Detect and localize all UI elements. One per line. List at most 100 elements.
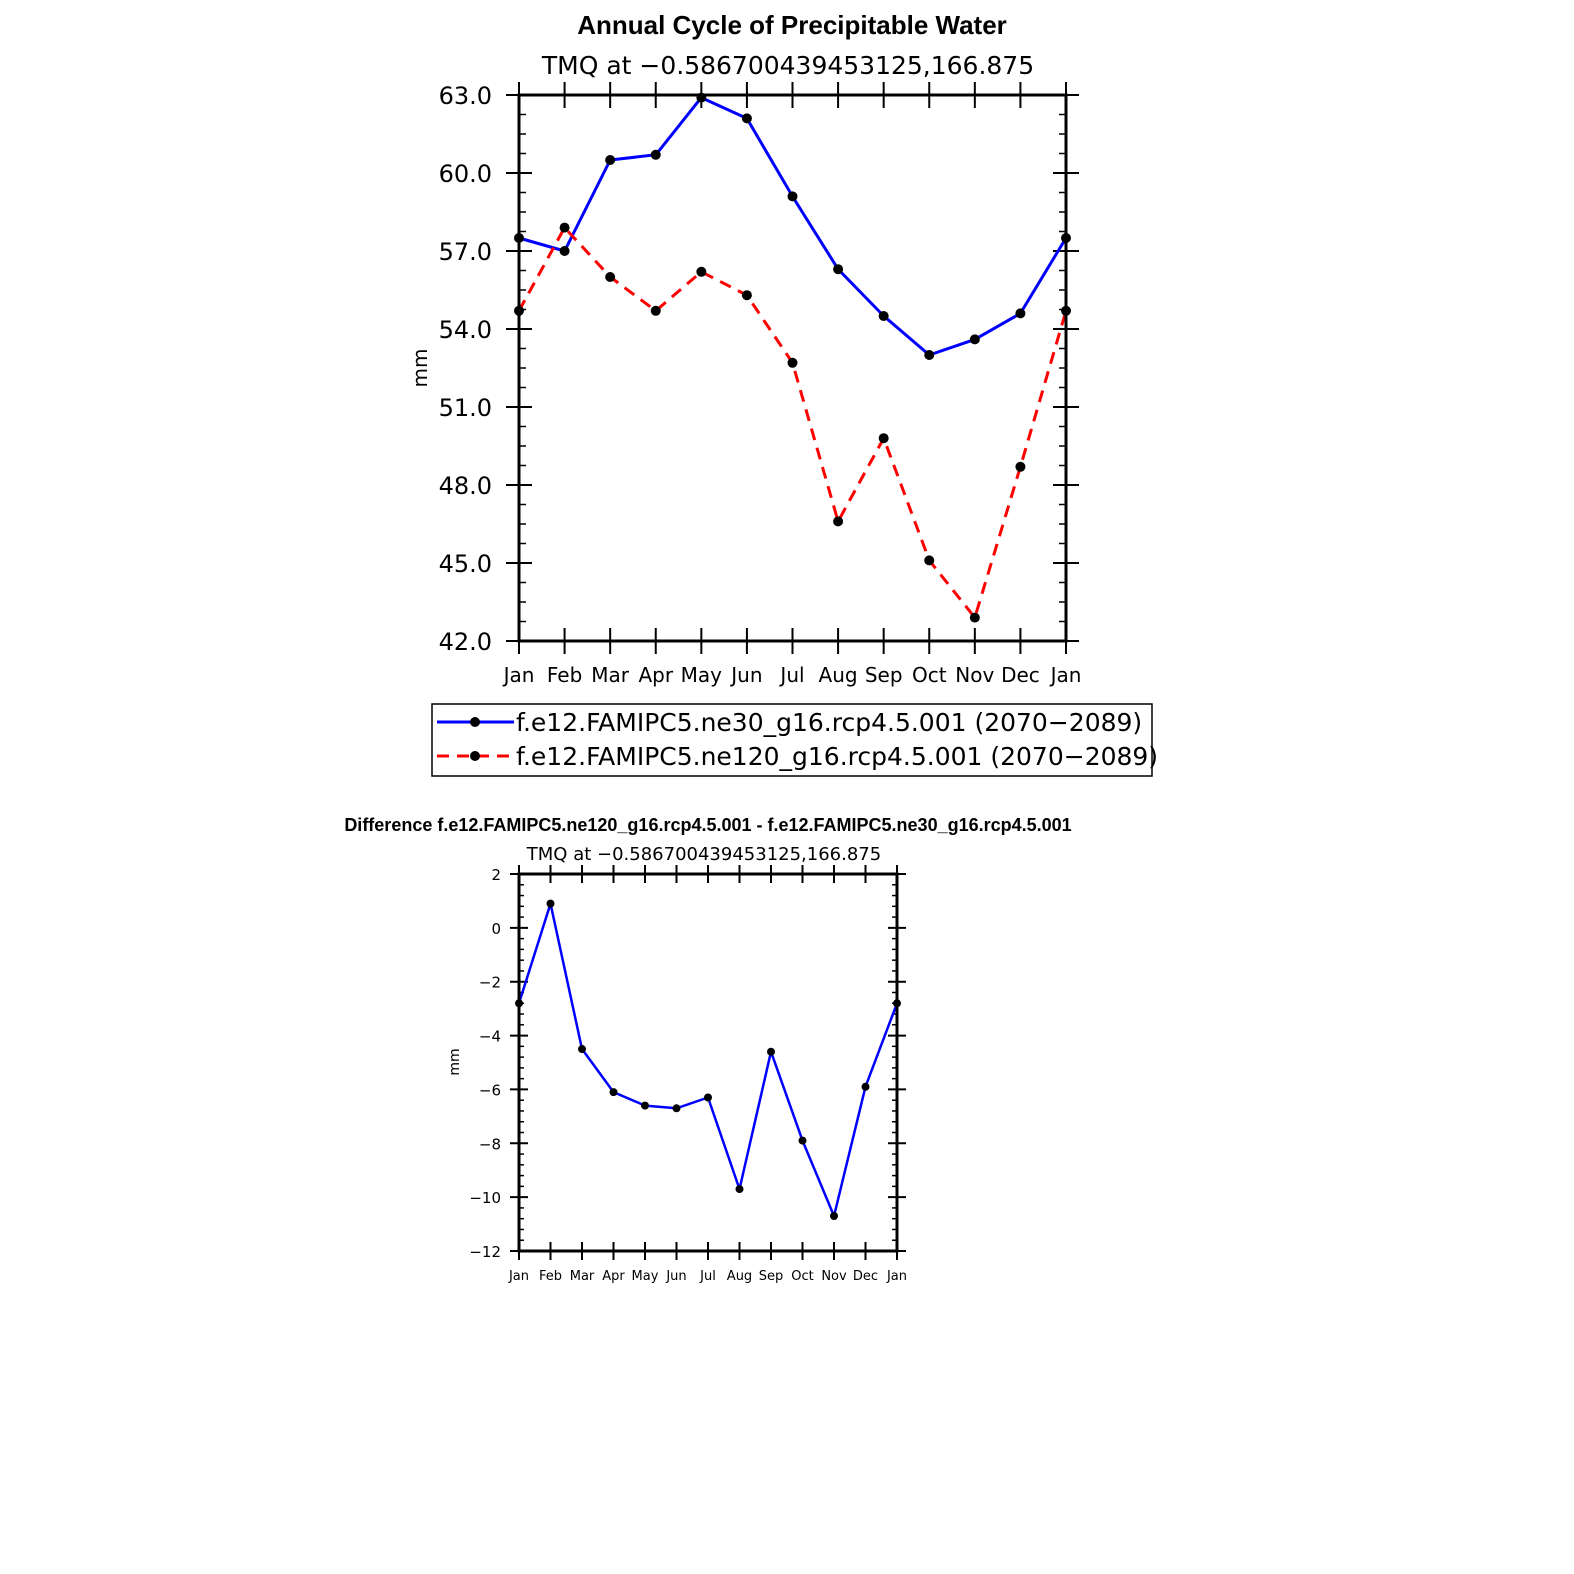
difference-subtitle: TMQ at −0.586700439453125,166.875 bbox=[526, 844, 881, 865]
y-tick-label: 54.0 bbox=[439, 316, 492, 344]
data-point bbox=[833, 264, 844, 275]
x-tick-label: Sep bbox=[865, 663, 903, 687]
difference-title: Difference f.e12.FAMIPC5.ne120_g16.rcp4.… bbox=[344, 815, 1071, 835]
x-tick-label: Dec bbox=[1001, 663, 1040, 687]
data-point bbox=[798, 1136, 807, 1145]
y-tick-label: −8 bbox=[479, 1135, 501, 1153]
series-line-b bbox=[517, 226, 1068, 620]
data-point bbox=[878, 433, 889, 444]
data-point bbox=[704, 1093, 712, 1102]
x-tick-label: Mar bbox=[591, 663, 630, 687]
y-tick-label: −2 bbox=[479, 974, 501, 992]
x-tick-label: Aug bbox=[727, 1269, 752, 1284]
x-tick-label: Jun bbox=[729, 663, 762, 687]
data-point bbox=[787, 191, 798, 202]
series-points bbox=[514, 92, 1071, 623]
x-tick-labels: Jan Feb Mar Apr May Jun Jul Aug Sep Oct Nov Dec Jan bbox=[502, 663, 1082, 687]
data-point bbox=[605, 272, 616, 282]
data-point bbox=[924, 555, 935, 566]
data-point bbox=[861, 1082, 870, 1091]
y-tick-label: 57.0 bbox=[439, 238, 492, 266]
data-point bbox=[650, 149, 661, 160]
x-tick-label: Sep bbox=[759, 1269, 784, 1284]
data-point bbox=[609, 1088, 618, 1097]
data-point bbox=[696, 266, 707, 277]
minor-ticks bbox=[519, 113, 1066, 623]
y-tick-label: 63.0 bbox=[439, 82, 492, 110]
x-tick-label: Jan bbox=[508, 1269, 529, 1284]
data-point bbox=[741, 290, 752, 301]
data-point bbox=[741, 113, 752, 124]
series-line-a bbox=[518, 96, 1068, 357]
legend-marker-ne120 bbox=[470, 751, 480, 761]
x-tick-label: Jul bbox=[699, 1269, 716, 1284]
y-tick-label: 60.0 bbox=[439, 160, 492, 188]
x-tick-label: Jan bbox=[1049, 663, 1082, 687]
data-point bbox=[578, 1045, 586, 1054]
y-tick-label: 42.0 bbox=[439, 628, 492, 656]
y-tick-label: 45.0 bbox=[439, 550, 492, 578]
x-tick-label: Apr bbox=[602, 1269, 625, 1284]
legend-label-ne30: f.e12.FAMIPC5.ne30_g16.rcp4.5.001 (2070−… bbox=[516, 708, 1142, 737]
y-tick-label: −4 bbox=[479, 1028, 501, 1046]
chart-subtitle: TMQ at −0.586700439453125,166.875 bbox=[541, 51, 1034, 80]
chart-title: Annual Cycle of Precipitable Water bbox=[577, 10, 1007, 40]
data-point bbox=[830, 1211, 838, 1220]
y-tick-label: −10 bbox=[469, 1189, 501, 1207]
y-tick-labels: 42.0 45.0 48.0 51.0 54.0 57.0 60.0 63.0 bbox=[439, 82, 492, 656]
y-tick-label: 48.0 bbox=[439, 472, 492, 500]
data-point bbox=[559, 222, 570, 233]
data-point bbox=[969, 334, 980, 345]
x-tick-label: Apr bbox=[638, 663, 673, 687]
y-tick-label: 0 bbox=[491, 920, 501, 938]
annual-cycle-panel: Annual Cycle of Precipitable Water TMQ a… bbox=[408, 10, 1158, 777]
data-point bbox=[1015, 461, 1026, 472]
data-point bbox=[650, 305, 661, 316]
x-tick-label: Nov bbox=[821, 1269, 847, 1284]
plot-frame bbox=[517, 93, 1068, 643]
difference-y-axis-label: mm bbox=[447, 1048, 463, 1075]
legend-label-ne120: f.e12.FAMIPC5.ne120_g16.rcp4.5.001 (2070… bbox=[516, 742, 1158, 771]
data-point bbox=[605, 155, 616, 165]
x-tick-label: Jan bbox=[502, 663, 535, 687]
data-point bbox=[559, 246, 570, 256]
y-tick-labels: −12 −10 −8 −6 −4 −2 0 2 bbox=[469, 866, 501, 1261]
x-tick-label: Mar bbox=[570, 1269, 595, 1284]
series-lines bbox=[517, 96, 1068, 620]
x-tick-label: Aug bbox=[819, 663, 858, 687]
x-tick-label: May bbox=[632, 1269, 659, 1284]
x-tick-label: Nov bbox=[955, 663, 994, 687]
y-tick-label: −6 bbox=[479, 1081, 501, 1099]
data-point bbox=[878, 311, 889, 321]
data-point bbox=[546, 899, 555, 908]
x-tick-label: May bbox=[681, 663, 723, 687]
major-ticks bbox=[510, 865, 906, 1260]
data-point bbox=[641, 1101, 649, 1110]
x-tick-label: Oct bbox=[912, 663, 947, 687]
data-point bbox=[1015, 308, 1026, 319]
y-axis-label: mm bbox=[408, 349, 432, 388]
data-point bbox=[735, 1185, 744, 1194]
difference-plot-frame bbox=[517, 872, 899, 1253]
data-point bbox=[787, 357, 798, 368]
x-tick-labels: Jan Feb Mar Apr May Jun Jul Aug Sep Oct Nov Dec Jan bbox=[508, 1269, 907, 1284]
data-point bbox=[767, 1047, 775, 1056]
x-tick-label: Oct bbox=[791, 1269, 813, 1284]
data-point bbox=[672, 1104, 681, 1113]
legend-box bbox=[431, 703, 1153, 777]
x-tick-label: Feb bbox=[547, 663, 582, 687]
difference-panel: Difference f.e12.FAMIPC5.ne120_g16.rcp4.… bbox=[344, 815, 1071, 1284]
legend-marker-ne30 bbox=[470, 717, 480, 727]
x-tick-label: Jan bbox=[886, 1269, 907, 1284]
y-tick-label: 51.0 bbox=[439, 394, 492, 422]
series-line-a bbox=[517, 902, 899, 1218]
data-point bbox=[924, 350, 935, 360]
legend: f.e12.FAMIPC5.ne30_g16.rcp4.5.001 (2070−… bbox=[431, 703, 1158, 777]
y-tick-label: −12 bbox=[469, 1243, 501, 1261]
data-point bbox=[969, 612, 980, 623]
series-points bbox=[515, 899, 901, 1220]
series-lines bbox=[517, 902, 899, 1218]
y-tick-label: 2 bbox=[491, 866, 501, 884]
x-tick-label: Jul bbox=[778, 663, 804, 687]
